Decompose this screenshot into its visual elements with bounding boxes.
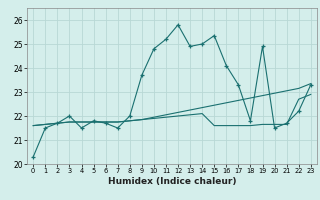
X-axis label: Humidex (Indice chaleur): Humidex (Indice chaleur) bbox=[108, 177, 236, 186]
